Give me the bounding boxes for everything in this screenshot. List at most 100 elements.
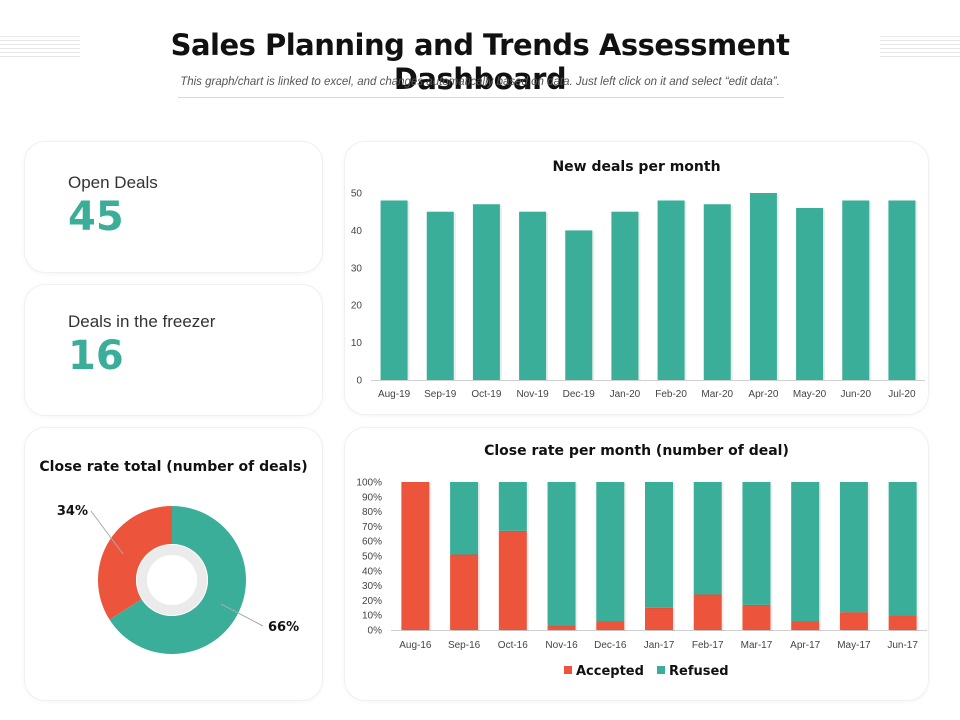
x-tick-label: Feb-20 <box>655 389 687 400</box>
slice-label-refused: 66% <box>268 620 299 635</box>
card-close-rate-total: Close rate total (number of deals) 34% 66… <box>25 428 322 700</box>
bar <box>565 230 593 380</box>
chart-title-close-rate-total: Close rate total (number of deals) <box>39 459 308 475</box>
bar <box>380 200 408 380</box>
bar <box>703 204 731 380</box>
y-tick-label: 20 <box>351 301 363 312</box>
bar-accepted <box>791 621 820 630</box>
kpi-value-freezer: 16 <box>68 333 124 379</box>
card-new-deals-chart: New deals per month 0 10 20 30 40 50 Aug-19 Sep… <box>345 142 928 414</box>
y-tick-label: 80% <box>362 507 382 518</box>
x-tick-label: Apr-20 <box>748 389 778 400</box>
x-tick-label: Dec-19 <box>563 389 596 400</box>
bar-accepted <box>596 621 625 630</box>
bar-refused <box>693 482 722 595</box>
page-title: Sales Planning and Trends Assessment Das… <box>170 28 790 96</box>
title-decoration-right <box>880 36 960 64</box>
bar <box>749 193 777 380</box>
x-tick-label: Aug-19 <box>378 389 411 400</box>
y-tick-label: 10 <box>351 338 363 349</box>
bar-accepted <box>839 612 868 630</box>
x-tick-label: Dec-16 <box>594 640 627 651</box>
x-tick-label: Oct-16 <box>498 640 528 651</box>
bar <box>796 207 824 380</box>
x-tick-label: Jul-20 <box>888 389 916 400</box>
x-tick-label: Apr-17 <box>790 640 820 651</box>
y-tick-label: 0% <box>368 626 383 637</box>
new-deals-chart: 0 10 20 30 40 50 Aug-19 Sep-19 Oct-19 Nov-19 Dec-1… <box>351 189 925 400</box>
title-decoration-left <box>0 36 80 64</box>
x-tick-label: Mar-17 <box>741 640 773 651</box>
x-tick-label: May-17 <box>837 640 871 651</box>
card-close-rate-month: Close rate per month (number of deal) 0%… <box>345 428 928 700</box>
y-tick-label: 40 <box>351 226 363 237</box>
bar-refused <box>742 482 771 605</box>
bar <box>472 204 500 380</box>
legend-label-accepted: Accepted <box>576 664 644 679</box>
bar <box>842 200 870 380</box>
x-tick-label: Nov-19 <box>516 389 549 400</box>
y-tick-label: 70% <box>362 522 382 533</box>
bar-accepted <box>645 607 673 630</box>
y-tick-label: 0 <box>356 376 362 387</box>
x-tick-label: Aug-16 <box>399 640 432 651</box>
kpi-value-open-deals: 45 <box>68 194 124 240</box>
kpi-card-open-deals: Open Deals 45 <box>25 142 322 272</box>
bar-refused <box>839 482 868 613</box>
kpi-label-freezer: Deals in the freezer <box>68 312 216 331</box>
bar-refused <box>645 482 673 608</box>
bar-refused <box>596 482 625 622</box>
kpi-card-freezer: Deals in the freezer 16 <box>25 285 322 415</box>
x-tick-label: Mar-20 <box>701 389 733 400</box>
y-tick-label: 30% <box>362 581 382 592</box>
x-tick-label: Jun-20 <box>840 389 871 400</box>
y-tick-label: 10% <box>362 611 382 622</box>
header: Sales Planning and Trends Assessment Das… <box>0 0 960 110</box>
bar <box>426 211 454 380</box>
bar-accepted <box>742 604 771 630</box>
bar-refused <box>888 482 917 616</box>
kpi-label-open-deals: Open Deals <box>68 173 158 192</box>
bar-accepted <box>888 615 917 630</box>
y-tick-label: 20% <box>362 596 382 607</box>
leader-line-accepted <box>90 510 124 555</box>
bar <box>519 211 547 380</box>
chart-title-close-rate-month: Close rate per month (number of deal) <box>484 443 789 459</box>
y-tick-label: 100% <box>356 478 382 489</box>
x-tick-label: Sep-16 <box>448 640 481 651</box>
bar <box>657 200 685 380</box>
leader-line-refused <box>220 603 264 627</box>
bar-accepted <box>547 625 576 630</box>
close-rate-month-chart: 0% 10% 20% 30% 40% 50% 60% 70% 80% 90% 100% Aug-16 S… <box>356 478 927 679</box>
donut-slice-accepted <box>97 506 172 620</box>
bar-accepted <box>401 482 430 630</box>
x-tick-label: Oct-19 <box>471 389 501 400</box>
bar-refused <box>547 482 576 626</box>
subtitle-divider <box>178 97 784 98</box>
y-tick-label: 60% <box>362 537 382 548</box>
donut-hole-shadow <box>137 545 207 615</box>
bar <box>611 211 639 380</box>
x-tick-label: Sep-19 <box>424 389 457 400</box>
legend-swatch-accepted <box>564 666 572 674</box>
y-tick-label: 90% <box>362 492 382 503</box>
bar-accepted <box>450 554 479 630</box>
bar-refused <box>498 482 527 531</box>
bar-refused <box>450 482 479 555</box>
y-tick-label: 50 <box>351 189 363 200</box>
chart-title-new-deals: New deals per month <box>552 159 721 175</box>
close-rate-total-chart: 34% 66% <box>57 504 299 654</box>
x-tick-label: Jan-20 <box>610 389 641 400</box>
slice-label-accepted: 34% <box>57 504 88 519</box>
y-tick-label: 50% <box>362 552 382 563</box>
y-tick-label: 40% <box>362 566 382 577</box>
x-tick-label: Jan-17 <box>644 640 675 651</box>
bar-refused <box>791 482 820 622</box>
page-subtitle: This graph/chart is linked to excel, and… <box>180 76 780 88</box>
x-tick-label: May-20 <box>793 389 827 400</box>
bar <box>888 200 916 380</box>
legend-label-refused: Refused <box>669 664 729 679</box>
bar-accepted <box>693 594 722 630</box>
x-tick-label: Nov-16 <box>545 640 578 651</box>
donut-slice-refused <box>109 506 246 654</box>
